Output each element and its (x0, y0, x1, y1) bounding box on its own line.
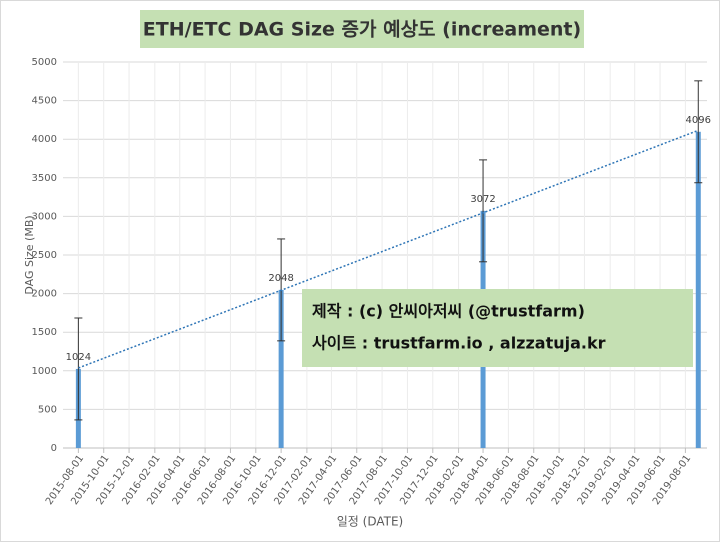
y-tick-label: 2000 (32, 289, 57, 300)
y-tick-label: 5000 (32, 57, 57, 68)
chart-title: ETH/ETC DAG Size 증가 예상도 (increament) (143, 19, 581, 41)
bar (278, 289, 284, 448)
y-tick-label: 1000 (32, 366, 57, 377)
data-label: 3072 (470, 194, 495, 205)
y-tick-label: 500 (38, 404, 57, 415)
trendline (78, 129, 699, 369)
y-axis-label: DAG Size (MB) (23, 215, 36, 294)
annotation: 제작 : (c) 안씨아저씨 (@trustfarm) (312, 302, 585, 321)
title-box (140, 10, 584, 48)
annotation: 사이트 : trustfarm.io , alzzatuja.kr (312, 334, 606, 353)
data-label: 2048 (268, 273, 293, 284)
y-tick-label: 4500 (32, 96, 57, 107)
annotation-box (302, 289, 693, 367)
y-tick-label: 3000 (32, 211, 57, 222)
y-tick-label: 0 (51, 443, 57, 454)
x-axis-label: 일정 (DATE) (337, 515, 403, 529)
y-tick-label: 3500 (32, 173, 57, 184)
data-label: 4096 (686, 115, 711, 126)
y-tick-label: 2500 (32, 250, 57, 261)
data-label: 1024 (66, 352, 91, 363)
bar (695, 131, 701, 448)
y-tick-label: 1500 (32, 327, 57, 338)
y-tick-label: 4000 (32, 134, 57, 145)
